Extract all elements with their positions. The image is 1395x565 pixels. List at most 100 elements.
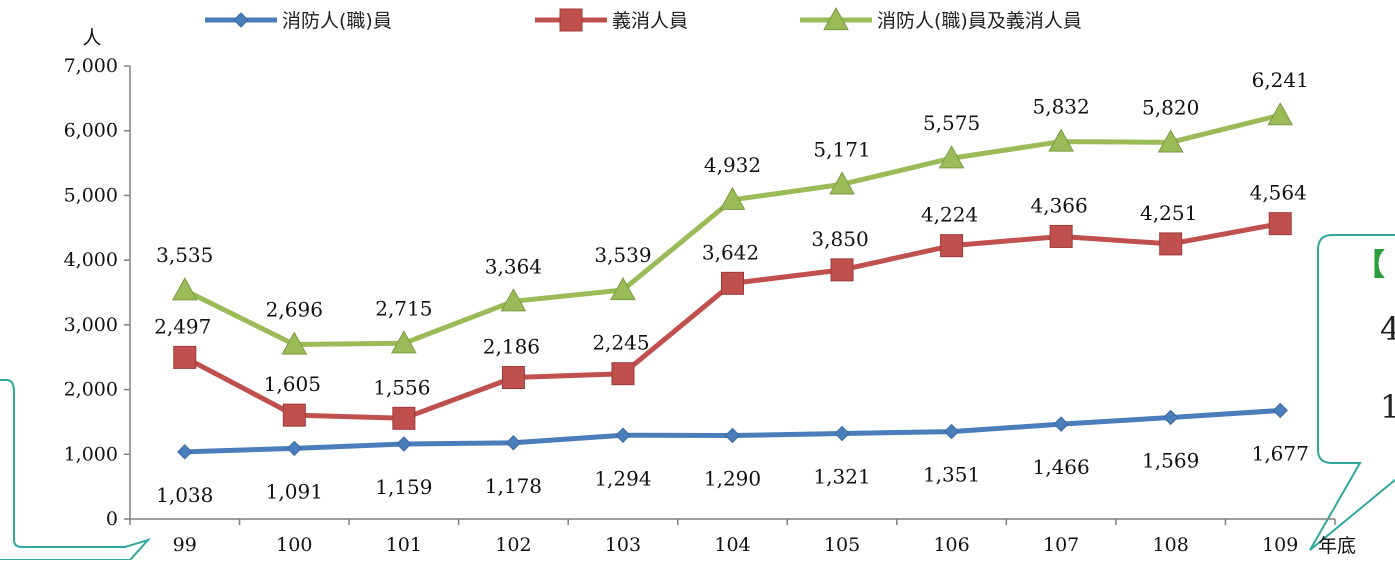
x-axis-label: 年底: [1318, 535, 1356, 557]
legend-marker: [233, 12, 249, 28]
data-point: [834, 425, 850, 442]
data-labels-layer: 1,038 1,091 1,159 1,178 1,294 1,290 1,321 1,351…: [154, 68, 1309, 507]
legend: 消防人(職)員 義消人員 消防人(職)員及義消人員: [205, 6, 1082, 32]
data-label: 3,850: [811, 227, 868, 251]
data-label: 2,715: [375, 296, 432, 320]
data-label: 1,677: [1252, 441, 1309, 465]
data-point: [615, 427, 631, 443]
data-label: 5,820: [1142, 95, 1199, 119]
data-point: [1159, 232, 1183, 256]
y-tick-label: 7,000: [64, 55, 118, 77]
callout-right-line2: 1: [1380, 388, 1395, 426]
data-point: [830, 258, 854, 282]
data-point: [1268, 212, 1292, 236]
data-label: 1,351: [923, 463, 980, 487]
data-label: 1,294: [594, 466, 651, 490]
legend-item-3: 消防人(職)員及義消人員: [800, 6, 1082, 32]
data-label: 1,178: [485, 474, 542, 498]
data-point: [1049, 224, 1073, 248]
callout-right-bracket: 【: [1355, 248, 1385, 283]
data-point: [1053, 416, 1069, 432]
data-point: [610, 276, 636, 301]
legend-item-1: 消防人(職)員: [205, 10, 392, 32]
data-label: 1,159: [375, 475, 432, 499]
data-label: 6,241: [1252, 68, 1309, 92]
data-label: 4,251: [1140, 201, 1197, 225]
data-label: 3,539: [594, 243, 651, 267]
y-tick-label: 4,000: [64, 249, 118, 271]
y-tick-label: 0: [106, 508, 118, 530]
data-point: [1162, 409, 1179, 426]
data-point: [940, 234, 964, 258]
data-point: [177, 444, 193, 460]
x-tick-label: 109: [1262, 534, 1298, 556]
callout-left-bubble: [0, 379, 152, 561]
data-label: 4,564: [1250, 181, 1307, 205]
data-label: 4,224: [921, 203, 978, 227]
legend-marker: [823, 6, 849, 31]
data-label: 1,569: [1142, 448, 1199, 472]
callout-left: [0, 379, 152, 561]
data-label: 1,091: [266, 479, 323, 503]
x-tick-label: 100: [276, 534, 312, 556]
data-label: 2,186: [483, 335, 540, 359]
data-point: [719, 186, 746, 210]
data-point: [391, 330, 417, 354]
series-line: [183, 112, 1281, 348]
data-point: [282, 403, 306, 427]
legend-label: 消防人(職)員及義消人員: [877, 10, 1082, 32]
x-tick-label: 107: [1043, 534, 1079, 556]
x-tick-label: 103: [605, 534, 641, 556]
data-point: [943, 423, 960, 440]
data-point: [1157, 129, 1184, 153]
data-label: 4,932: [704, 153, 761, 177]
x-tick-label: 101: [386, 534, 422, 556]
data-point: [829, 171, 855, 195]
data-label: 4,366: [1031, 193, 1088, 217]
x-tick-label: 106: [933, 534, 969, 556]
data-point: [500, 288, 527, 312]
data-label: 1,038: [156, 483, 213, 507]
data-label: 3,364: [485, 254, 542, 278]
data-point: [392, 406, 416, 430]
legend-label: 消防人(職)員: [282, 10, 392, 32]
data-label: 2,497: [154, 314, 211, 338]
axes: 0 1,000 2,000 3,000 4,000 5,000 6,000 7,000 99 10…: [64, 55, 1336, 556]
data-label: 1,321: [813, 465, 870, 489]
data-point: [611, 362, 635, 386]
series-2: [173, 212, 1292, 430]
y-axis-label: 人: [82, 27, 101, 49]
series-1: [177, 402, 1288, 460]
data-point: [286, 440, 303, 457]
data-point: [938, 145, 965, 169]
callout-right-bubble: [1309, 234, 1395, 551]
y-tick-label: 1,000: [64, 443, 118, 465]
y-tick-label: 6,000: [64, 120, 118, 142]
x-tick-label: 108: [1153, 534, 1189, 556]
data-point: [501, 366, 525, 390]
data-point: [281, 331, 308, 355]
callout-right-line1: 4: [1380, 310, 1395, 348]
data-point: [721, 271, 744, 295]
data-point: [1048, 128, 1074, 152]
data-label: 2,696: [266, 298, 323, 322]
legend-item-2: 義消人員: [535, 8, 688, 32]
y-tick-label: 5,000: [64, 184, 118, 206]
data-point: [1272, 402, 1288, 419]
series-3: [171, 102, 1294, 355]
x-tick-label: 102: [495, 534, 531, 556]
data-label: 1,605: [264, 372, 321, 396]
data-label: 5,832: [1033, 95, 1090, 119]
legend-marker: [559, 8, 583, 32]
data-label: 5,171: [813, 137, 870, 161]
x-tick-label: 105: [824, 534, 860, 556]
data-point: [505, 435, 522, 451]
data-point: [396, 436, 412, 452]
data-label: 3,535: [156, 243, 213, 267]
data-label: 3,642: [702, 240, 759, 264]
y-tick-label: 3,000: [64, 314, 118, 336]
data-point: [724, 427, 741, 444]
x-tick-label: 99: [173, 534, 197, 556]
